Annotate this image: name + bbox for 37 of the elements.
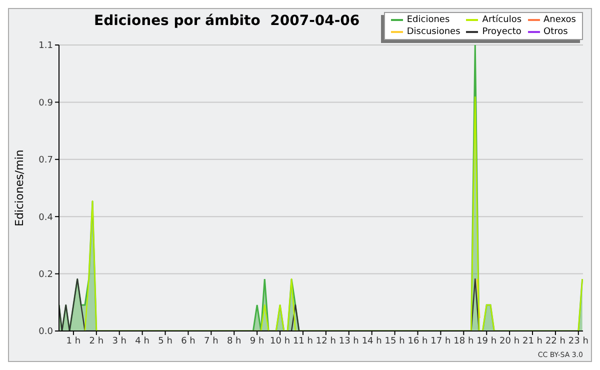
x-tick-label: 2 h	[89, 336, 104, 346]
x-tick-label: 13 h	[338, 336, 359, 346]
y-tick-label: 0.7	[38, 156, 53, 166]
x-tick-label: 1 h	[66, 336, 81, 346]
x-tick-label: 17 h	[430, 336, 451, 346]
y-axis-title: Ediciones/min	[12, 150, 26, 226]
x-tick-label: 6 h	[181, 336, 196, 346]
y-tick-label: 0.4	[38, 212, 54, 223]
x-tick-label: 14 h	[362, 336, 382, 346]
x-tick-label: 8 h	[226, 336, 242, 346]
x-tick-label: 20 h	[500, 336, 520, 346]
x-tick-label: 21 h	[522, 336, 543, 346]
y-tick-label: 0.9	[38, 98, 54, 108]
legend-label: Ediciones	[406, 14, 450, 26]
x-tick-label: 9 h	[250, 336, 264, 346]
x-tick-label: 7 h	[204, 336, 218, 346]
y-tick-label: 0.0	[38, 327, 54, 338]
x-tick-label: 19 h	[476, 336, 497, 346]
x-tick-label: 11 h	[292, 336, 313, 346]
legend-label: Anexos	[544, 14, 576, 26]
x-tick-label: 18 h	[454, 336, 474, 346]
x-tick-label: 5 h	[158, 336, 172, 346]
legend-label: Discusiones	[406, 26, 460, 38]
x-tick-label: 4 h	[135, 336, 150, 346]
x-tick-label: 10 h	[270, 336, 290, 346]
legend-label: Otros	[544, 26, 568, 38]
y-tick-label: 0.2	[38, 270, 53, 280]
legend-label: Artículos	[482, 14, 522, 26]
x-tick-label: 12 h	[316, 336, 336, 346]
chart-title: Ediciones por ámbito 2007-04-06	[94, 13, 360, 29]
x-tick-label: 16 h	[408, 336, 428, 346]
y-tick-label: 1.1	[38, 41, 53, 52]
x-tick-label: 22 h	[545, 336, 566, 346]
x-tick-label: 15 h	[384, 336, 405, 346]
x-tick-label: 3 h	[112, 336, 127, 346]
x-tick-label: 23 h	[568, 336, 588, 346]
legend-label: Proyecto	[482, 26, 522, 38]
